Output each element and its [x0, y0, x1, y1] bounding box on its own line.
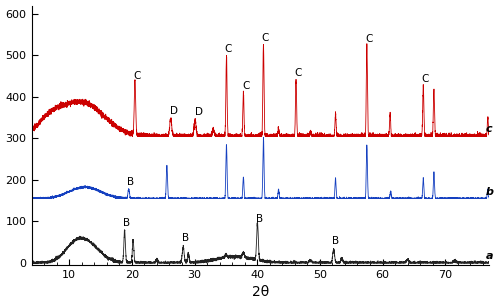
Text: C: C: [133, 71, 140, 81]
Text: B: B: [256, 214, 262, 224]
Text: C: C: [422, 74, 429, 84]
Text: B: B: [182, 233, 188, 243]
Text: B: B: [332, 236, 339, 246]
X-axis label: 2θ: 2θ: [252, 285, 269, 300]
Text: B: B: [124, 218, 130, 228]
Text: B: B: [127, 177, 134, 187]
Text: c: c: [486, 124, 492, 134]
Text: C: C: [224, 44, 232, 54]
Text: C: C: [242, 81, 250, 91]
Text: C: C: [365, 34, 372, 44]
Text: D: D: [195, 107, 203, 117]
Text: a: a: [486, 251, 494, 261]
Text: C: C: [262, 33, 269, 43]
Text: C: C: [295, 68, 302, 78]
Text: b: b: [486, 187, 494, 196]
Text: D: D: [170, 106, 178, 116]
